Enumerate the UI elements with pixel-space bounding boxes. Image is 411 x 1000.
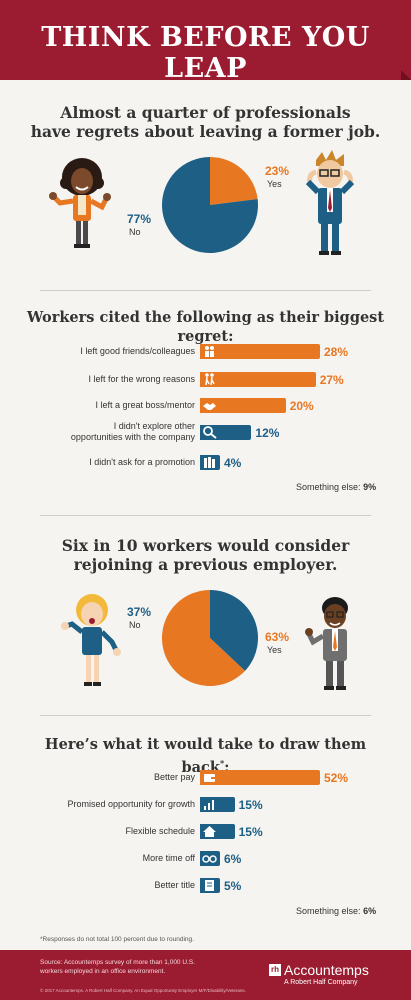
magnifier-icon bbox=[201, 425, 218, 440]
regret-bar-label-line: I left good friends/colleagues bbox=[80, 345, 195, 356]
section4-heading-text: Here’s what it would take to draw them b… bbox=[44, 736, 367, 776]
pie1-slice-yes bbox=[210, 157, 258, 205]
regret-bar-label: I left a great boss/mentor bbox=[95, 400, 195, 411]
regret-bar-label: I didn't ask for a promotion bbox=[89, 457, 195, 468]
footer-copyright: © 2017 Accountemps. A Robert Half Compan… bbox=[40, 988, 246, 993]
footer-source: Source: Accountemps survey of more than … bbox=[40, 959, 195, 975]
drawback-bar-label-line: Better title bbox=[154, 879, 195, 890]
regret-bar-label-line: I didn't ask for a promotion bbox=[89, 456, 195, 467]
pie2-no-percent: 37% bbox=[127, 605, 152, 619]
drawback-bar-label-line: Better pay bbox=[153, 771, 195, 782]
divider-2 bbox=[40, 515, 371, 516]
regret-bar-label: I didn't explore other opportunities with… bbox=[71, 421, 195, 443]
page-title: THINK BEFORE YOU LEAP bbox=[41, 22, 370, 84]
pie1-no-percent: 77% bbox=[127, 212, 152, 226]
house-icon bbox=[201, 824, 218, 839]
divider-3 bbox=[40, 715, 371, 716]
drawback-bar-label: Better pay bbox=[154, 772, 195, 783]
section4-heading: Here’s what it would take to draw them b… bbox=[20, 735, 391, 777]
drawback-bar-value: 52% bbox=[324, 771, 349, 785]
section2-something-else-value: 9% bbox=[363, 482, 377, 492]
drawback-bar-value: 15% bbox=[238, 798, 263, 812]
drawback-bar-label-line: Flexible schedule bbox=[125, 825, 195, 836]
certificate-icon bbox=[201, 878, 218, 893]
regret-bar-label-line: I didn't explore other bbox=[113, 421, 195, 431]
section4-something-else: Something else: 6% bbox=[296, 906, 376, 916]
section2-something-else: Something else: 9% bbox=[296, 482, 376, 492]
drawback-bar-label: Promised opportunity for growth bbox=[67, 799, 195, 810]
regret-bar-value: 12% bbox=[255, 426, 280, 440]
regret-bar-value: 4% bbox=[224, 456, 242, 470]
section1-heading-line1: Almost a quarter of professionals bbox=[60, 103, 351, 122]
wallet-icon bbox=[201, 770, 218, 785]
drawback-bar-label-line: Promised opportunity for growth bbox=[67, 798, 195, 809]
section4-something-else-label: Something else: bbox=[296, 906, 361, 916]
pie2-yes-label: Yes bbox=[267, 645, 282, 655]
regret-bar-label-line: I left a great boss/mentor bbox=[95, 399, 195, 410]
pie2-slice-yes bbox=[162, 590, 245, 686]
pie1-slice-no bbox=[162, 157, 258, 253]
pie-chart-regret bbox=[162, 157, 258, 253]
section3-heading: Six in 10 workers would consider rejoini… bbox=[20, 536, 391, 574]
section1-heading: Almost a quarter of professionals have r… bbox=[20, 103, 391, 141]
regret-bar bbox=[200, 398, 286, 413]
section2-heading: Workers cited the following as their big… bbox=[26, 309, 385, 345]
drawback-bar bbox=[200, 770, 320, 785]
man-worried-illustration bbox=[305, 150, 355, 255]
growth-chart-icon bbox=[201, 797, 218, 812]
pie1-yes-percent: 23% bbox=[265, 164, 290, 178]
drawback-bar-value: 5% bbox=[224, 879, 242, 893]
section3-heading-line1: Six in 10 workers would consider bbox=[61, 536, 350, 555]
footer: Source: Accountemps survey of more than … bbox=[0, 950, 411, 1000]
section2-something-else-label: Something else: bbox=[296, 482, 361, 492]
regret-bar-label: I left good friends/colleagues bbox=[80, 346, 195, 357]
brand-name: Accountemps bbox=[284, 962, 369, 978]
books-icon bbox=[201, 455, 218, 470]
pie1-no-label: No bbox=[129, 227, 141, 237]
section3-heading-line2: rejoining a previous employer. bbox=[73, 555, 338, 574]
pie2-slice-no bbox=[210, 590, 258, 671]
people-icon bbox=[201, 344, 218, 359]
section4-heading-end: : bbox=[224, 758, 230, 776]
drawback-bar-label: Flexible schedule bbox=[125, 826, 195, 837]
drawback-bar-value: 6% bbox=[224, 852, 242, 866]
divider-1 bbox=[40, 290, 371, 291]
brand-subtitle: A Robert Half Company bbox=[284, 979, 358, 986]
regret-bar bbox=[200, 372, 316, 387]
walking-icon bbox=[201, 372, 218, 387]
drawback-bar-label: More time off bbox=[143, 853, 195, 864]
man-thumbs-up-illustration bbox=[305, 597, 348, 690]
glasses-icon bbox=[201, 851, 218, 866]
woman-thumbs-up-illustration bbox=[49, 158, 111, 248]
regret-bar-label-line: I left for the wrong reasons bbox=[88, 373, 195, 384]
handshake-icon bbox=[201, 398, 218, 413]
regret-bar-label-line: opportunities with the company bbox=[70, 432, 195, 442]
footnote: *Responses do not total 100 percent due … bbox=[40, 936, 194, 943]
regret-bar-value: 27% bbox=[319, 373, 344, 387]
title-banner: THINK BEFORE YOU LEAP bbox=[0, 0, 411, 84]
regret-bar-value: 20% bbox=[289, 399, 314, 413]
regret-bar-label: I left for the wrong reasons bbox=[88, 374, 195, 385]
pie2-no-label: No bbox=[129, 620, 141, 630]
regret-bar-value: 28% bbox=[324, 345, 349, 359]
section4-something-else-value: 6% bbox=[363, 906, 377, 916]
woman-thumbs-down-illustration bbox=[61, 594, 121, 686]
drawback-bar-label-line: More time off bbox=[142, 852, 195, 863]
section4-heading-mark: * bbox=[219, 758, 225, 768]
drawback-bar-label: Better title bbox=[154, 880, 195, 891]
pie-chart-rejoin bbox=[162, 590, 258, 686]
banner-fold bbox=[401, 70, 411, 80]
regret-bar bbox=[200, 344, 320, 359]
section1-heading-line2: have regrets about leaving a former job. bbox=[30, 122, 381, 141]
logo-mark: rh bbox=[269, 964, 281, 976]
pie2-yes-percent: 63% bbox=[265, 630, 290, 644]
pie1-yes-label: Yes bbox=[267, 179, 282, 189]
drawback-bar-value: 15% bbox=[238, 825, 263, 839]
